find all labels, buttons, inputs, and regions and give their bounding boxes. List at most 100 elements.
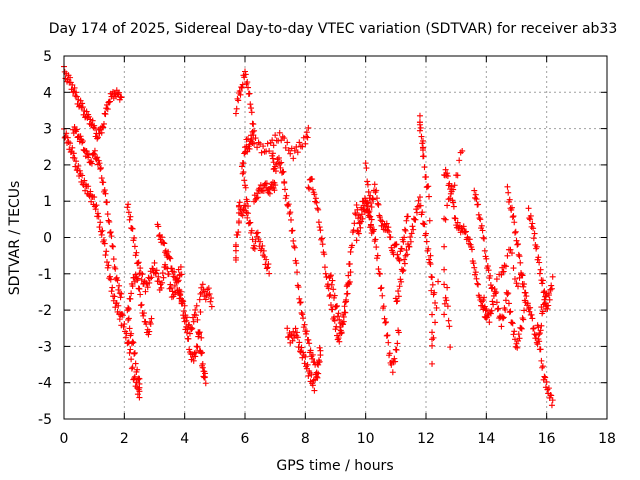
data-point — [108, 233, 115, 240]
data-point — [260, 143, 267, 150]
data-point — [401, 234, 408, 241]
data-point — [281, 135, 288, 142]
data-point — [146, 279, 153, 286]
data-point — [444, 173, 451, 180]
data-point — [475, 211, 482, 218]
data-point — [102, 252, 109, 259]
data-point — [453, 172, 460, 179]
data-point — [487, 310, 494, 317]
data-point — [281, 179, 288, 186]
data-point — [358, 211, 365, 218]
data-point — [137, 291, 144, 298]
data-point — [375, 201, 382, 208]
data-point — [321, 264, 328, 271]
data-point — [107, 229, 114, 236]
data-point — [323, 274, 330, 281]
data-point — [362, 160, 369, 167]
data-point — [169, 288, 176, 295]
data-point — [475, 281, 482, 288]
x-tick-label: 4 — [180, 431, 189, 447]
data-point — [406, 243, 413, 250]
data-point — [408, 230, 415, 237]
data-point — [352, 210, 359, 217]
data-point — [105, 262, 112, 269]
data-point — [404, 213, 411, 220]
data-point — [296, 139, 303, 146]
data-point — [485, 267, 492, 274]
data-point — [326, 293, 333, 300]
data-point — [515, 241, 522, 248]
data-point — [305, 184, 312, 191]
data-point — [417, 202, 424, 209]
data-point — [297, 348, 304, 355]
data-point — [539, 308, 546, 315]
data-point — [317, 347, 324, 354]
data-point — [239, 159, 246, 166]
data-point — [177, 292, 184, 299]
data-point — [395, 255, 402, 262]
data-point — [478, 222, 485, 229]
data-point — [125, 306, 132, 313]
data-point — [523, 293, 530, 300]
data-point — [363, 165, 370, 172]
data-point — [192, 349, 199, 356]
data-point — [155, 273, 162, 280]
data-point — [236, 88, 243, 95]
data-point — [327, 273, 334, 280]
data-point — [94, 210, 101, 217]
data-point — [335, 335, 342, 342]
data-point — [159, 270, 166, 277]
x-tick-label: 8 — [301, 431, 310, 447]
data-point — [263, 265, 270, 272]
series-track — [124, 201, 185, 301]
data-point — [119, 310, 126, 317]
data-point — [511, 328, 518, 335]
data-point — [471, 187, 478, 194]
data-point — [374, 252, 381, 259]
data-point — [333, 303, 340, 310]
data-point — [303, 330, 310, 337]
data-point — [298, 344, 305, 351]
y-tick-label: 5 — [43, 49, 52, 65]
data-point — [445, 196, 452, 203]
data-point — [135, 259, 142, 266]
data-point — [395, 293, 402, 300]
data-point — [112, 304, 119, 311]
data-point — [128, 340, 135, 347]
data-point — [88, 160, 95, 167]
y-tick-label: -4 — [38, 376, 52, 392]
data-point — [415, 197, 422, 204]
data-point — [456, 157, 463, 164]
data-point — [65, 139, 72, 146]
data-point — [166, 285, 173, 292]
data-point — [331, 292, 338, 299]
data-point — [266, 270, 273, 277]
data-point — [142, 288, 149, 295]
data-point — [297, 299, 304, 306]
data-point — [393, 241, 400, 248]
data-point — [270, 142, 277, 149]
data-point — [301, 360, 308, 367]
data-point — [109, 284, 116, 291]
data-point — [251, 242, 258, 249]
data-point — [515, 283, 522, 290]
data-point — [334, 302, 341, 309]
data-point — [121, 320, 128, 327]
data-point — [450, 186, 457, 193]
data-point — [294, 329, 301, 336]
series-track — [471, 187, 526, 292]
data-point — [129, 225, 136, 232]
data-point — [122, 334, 129, 341]
data-point — [116, 290, 123, 297]
data-point — [85, 154, 92, 161]
data-point — [546, 296, 553, 303]
data-point — [416, 119, 423, 126]
data-point — [177, 288, 184, 295]
data-point — [149, 265, 156, 272]
data-point — [119, 312, 126, 319]
data-point — [533, 243, 540, 250]
data-point — [110, 243, 117, 250]
series-track — [232, 68, 258, 210]
series-track — [251, 150, 288, 205]
series-track — [362, 160, 411, 264]
